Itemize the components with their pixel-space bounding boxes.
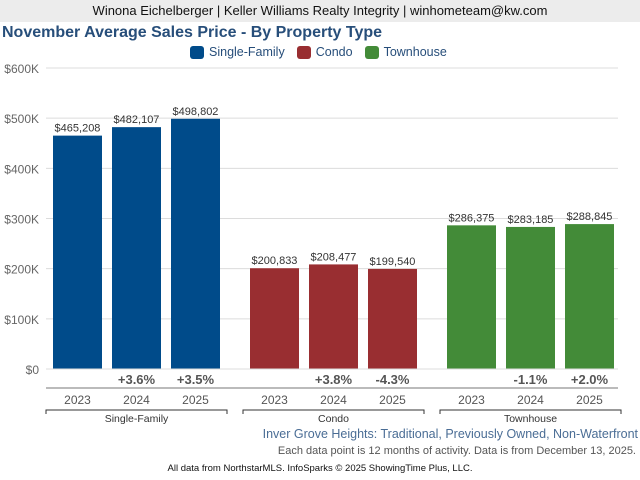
x-tick-label: 2025	[182, 393, 209, 407]
x-tick-label: 2025	[576, 393, 603, 407]
bar-chart: $0 $100K $200K $300K $400K $500K $600K $465,208…	[4, 62, 622, 425]
data-label: $498,802	[173, 106, 219, 118]
group-label: Townhouse	[504, 413, 557, 425]
data-label: $286,375	[449, 212, 495, 224]
legend-item-single-family[interactable]: Single-Family	[190, 45, 285, 59]
bar-townhouse-2023	[447, 225, 496, 369]
group-bracket	[45, 409, 228, 414]
data-note: Each data point is 12 months of activity…	[277, 445, 636, 457]
legend-label: Condo	[315, 45, 353, 59]
bar-condo-2023	[250, 268, 299, 369]
change-label: -4.3%	[376, 372, 410, 387]
data-label: $199,540	[370, 256, 416, 268]
y-tick-label: $600K	[4, 62, 39, 76]
change-label: +3.5%	[177, 372, 215, 387]
legend-label: Single-Family	[209, 45, 285, 59]
legend-item-condo[interactable]: Condo	[296, 45, 353, 59]
y-tick-label: $0	[26, 363, 40, 377]
x-tick-label: 2024	[517, 393, 544, 407]
group-bracket	[439, 409, 622, 414]
legend-label: Townhouse	[383, 45, 447, 59]
change-label: +3.6%	[118, 372, 156, 387]
y-tick-label: $100K	[4, 313, 39, 327]
group-label: Single-Family	[105, 413, 169, 425]
bar-condo-2024	[309, 264, 358, 369]
data-label: $283,185	[508, 214, 554, 226]
bar-single-family-2023	[53, 135, 102, 369]
y-tick-label: $400K	[4, 162, 39, 176]
group-bracket	[242, 409, 425, 414]
group-label: Condo	[318, 413, 349, 425]
bar-condo-2025	[368, 268, 417, 369]
legend-swatch-townhouse	[364, 45, 379, 59]
y-tick-label: $300K	[4, 213, 39, 227]
legend-swatch-condo	[296, 45, 311, 59]
change-label: +2.0%	[571, 372, 609, 387]
y-tick-label: $200K	[4, 263, 39, 277]
bar-townhouse-2025	[565, 224, 614, 369]
y-tick-label: $500K	[4, 112, 39, 126]
bar-townhouse-2024	[506, 226, 555, 369]
data-label: $288,845	[567, 211, 613, 223]
data-credit: All data from NorthstarMLS. InfoSparks ©…	[167, 463, 473, 474]
bar-single-family-2024	[112, 127, 161, 369]
change-label: -1.1%	[514, 372, 548, 387]
x-tick-label: 2024	[320, 393, 347, 407]
x-tick-label: 2025	[379, 393, 406, 407]
data-label: $208,477	[311, 251, 357, 263]
legend: Single-Family Condo Townhouse	[190, 45, 447, 59]
agent-header: Winona Eichelberger | Keller Williams Re…	[0, 0, 640, 22]
x-tick-label: 2024	[123, 393, 150, 407]
bar-single-family-2025	[171, 118, 220, 369]
x-tick-label: 2023	[64, 393, 91, 407]
data-label: $482,107	[114, 114, 160, 126]
data-label: $465,208	[55, 123, 101, 135]
x-tick-label: 2023	[458, 393, 485, 407]
x-tick-label: 2023	[261, 393, 288, 407]
legend-swatch-single-family	[190, 45, 204, 59]
data-label: $200,833	[252, 255, 298, 267]
region-filter-text: Inver Grove Heights: Traditional, Previo…	[262, 427, 638, 441]
change-label: +3.8%	[315, 372, 353, 387]
legend-item-townhouse[interactable]: Townhouse	[364, 45, 447, 59]
chart-title: November Average Sales Price - By Proper…	[2, 24, 383, 41]
